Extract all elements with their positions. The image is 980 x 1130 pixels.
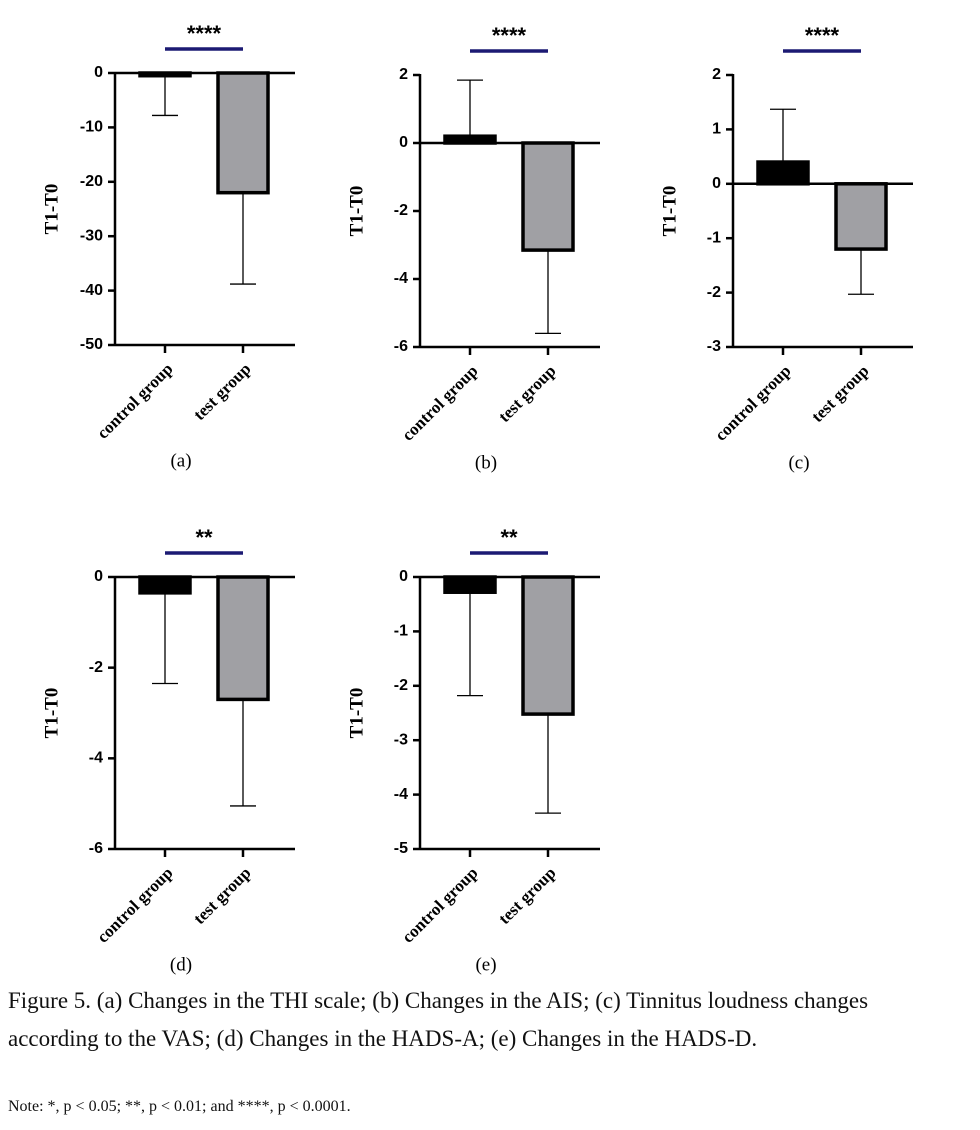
y-tick-label: -2 xyxy=(394,677,408,694)
panel: 0 -2 -4 -6 control group test group ** T1-T0 (d) xyxy=(41,525,295,975)
y-axis-label: T1-T0 xyxy=(346,688,367,739)
bar xyxy=(138,575,192,595)
panel: 2 0 -2 -4 -6 control group test group **** T1-T0… xyxy=(346,23,600,473)
bar xyxy=(443,575,497,594)
x-tick-label: control group xyxy=(398,863,481,946)
y-tick-label: -1 xyxy=(394,623,408,640)
y-tick-label: -4 xyxy=(394,786,408,803)
y-tick-label: 0 xyxy=(399,568,408,585)
panel: 2 1 0 -1 -2 -3 control group test group **** T1-T… xyxy=(659,23,913,473)
y-tick-label: 0 xyxy=(399,134,408,151)
y-tick-label: -6 xyxy=(394,338,408,355)
bar xyxy=(834,182,888,251)
panel-label: (c) xyxy=(788,452,809,473)
x-tick-label: control group xyxy=(398,361,481,444)
y-tick-label: 2 xyxy=(712,66,721,83)
bar xyxy=(216,575,270,702)
significance-label: **** xyxy=(187,21,222,46)
panel-label: (b) xyxy=(475,452,497,473)
y-tick-label: 0 xyxy=(712,175,721,192)
y-axis-label: T1-T0 xyxy=(41,184,62,235)
x-tick-label: test group xyxy=(190,863,255,928)
panel-label: (a) xyxy=(170,450,191,471)
y-tick-label: -30 xyxy=(80,227,103,244)
panel-label: (e) xyxy=(475,954,496,975)
x-tick-label: control group xyxy=(711,361,794,444)
y-tick-label: -40 xyxy=(80,282,103,299)
bar xyxy=(521,141,575,252)
x-tick-label: control group xyxy=(93,863,176,946)
x-tick-label: test group xyxy=(495,361,560,426)
y-tick-label: -6 xyxy=(89,840,103,857)
y-tick-label: 1 xyxy=(712,121,721,138)
y-tick-label: 2 xyxy=(399,66,408,83)
y-axis-label: T1-T0 xyxy=(346,186,367,237)
significance-label: ** xyxy=(500,525,518,550)
y-tick-label: -2 xyxy=(707,284,721,301)
y-tick-label: -5 xyxy=(394,840,408,857)
x-tick-label: test group xyxy=(190,359,255,424)
y-tick-label: 0 xyxy=(94,568,103,585)
significance-label: **** xyxy=(492,23,527,48)
y-tick-label: -2 xyxy=(89,659,103,676)
x-tick-label: test group xyxy=(495,863,560,928)
y-tick-label: -10 xyxy=(80,119,103,136)
y-tick-label: -3 xyxy=(707,338,721,355)
caption: Figure 5. (a) Changes in the THI scale; … xyxy=(8,988,869,1051)
y-axis-label: T1-T0 xyxy=(659,186,680,237)
panel: 0 -1 -2 -3 -4 -5 control group test group ** T1-T… xyxy=(346,525,600,975)
bar xyxy=(216,71,270,195)
panel-label: (d) xyxy=(170,954,192,975)
y-tick-label: -4 xyxy=(394,270,408,287)
y-tick-label: -20 xyxy=(80,173,103,190)
y-tick-label: -2 xyxy=(394,202,408,219)
bar xyxy=(521,575,575,716)
x-tick-label: test group xyxy=(808,361,873,426)
y-tick-label: -1 xyxy=(707,229,721,246)
note: Note: *, p < 0.05; **, p < 0.01; and ***… xyxy=(8,1098,351,1115)
y-tick-label: -4 xyxy=(89,750,103,767)
x-tick-label: control group xyxy=(93,359,176,442)
significance-label: ** xyxy=(195,525,213,550)
y-tick-label: 0 xyxy=(94,64,103,81)
panel: 0 -10 -20 -30 -40 -50 control group test group *… xyxy=(41,21,295,471)
significance-label: **** xyxy=(805,23,840,48)
y-tick-label: -3 xyxy=(394,731,408,748)
y-axis-label: T1-T0 xyxy=(41,688,62,739)
bar xyxy=(756,160,810,186)
y-tick-label: -50 xyxy=(80,336,103,353)
